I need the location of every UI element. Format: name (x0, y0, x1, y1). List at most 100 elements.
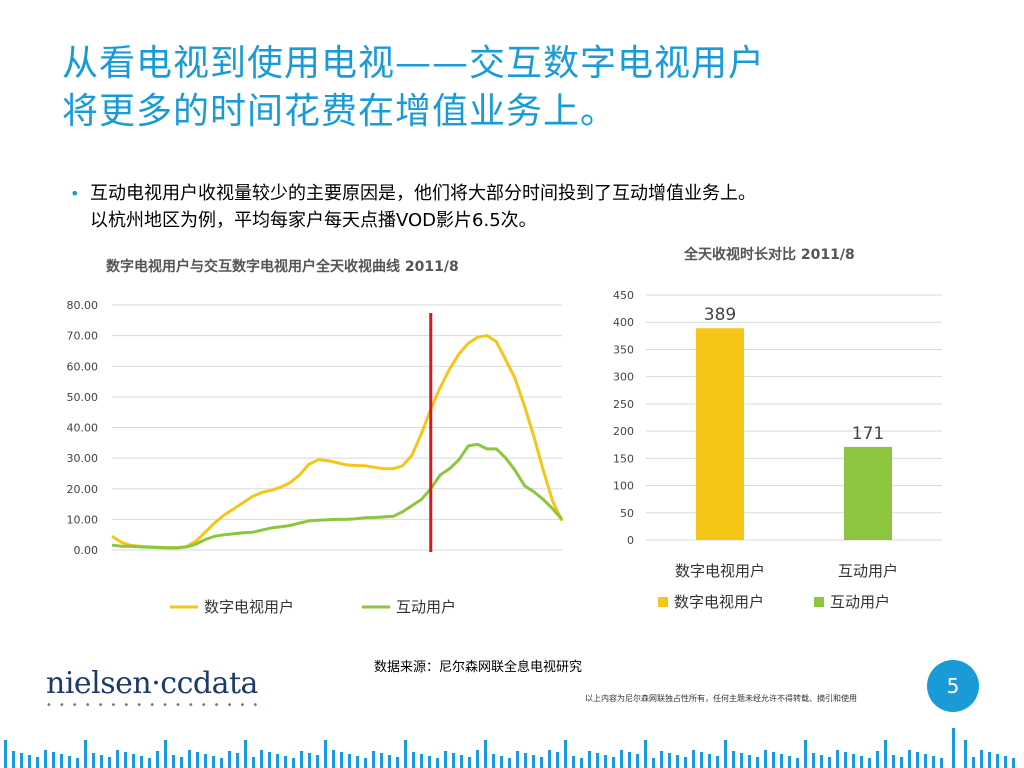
bottom-bar-tick (780, 754, 783, 768)
line-chart-title: 数字电视用户与交互数字电视用户全天收视曲线 2011/8 (106, 259, 459, 275)
bottom-bar-tick (412, 752, 415, 768)
bottom-bar-tick (420, 754, 423, 768)
bottom-bar-tick (372, 751, 375, 768)
bottom-bar-tick (860, 756, 863, 768)
bar-value-label: 389 (704, 305, 736, 325)
bottom-bar-tick (756, 757, 759, 768)
bottom-bar-tick (732, 751, 735, 768)
bar-chart-legend-label: 互动用户 (830, 593, 890, 611)
bullet-line-2: 以杭州地区为例，平均每家户每天点播VOD影片6.5次。 (90, 210, 537, 231)
bottom-bar-tick (700, 752, 703, 768)
bottom-bar-tick (60, 754, 63, 768)
line-chart-y-tick: 80.00 (67, 299, 99, 312)
bottom-bar-tick (292, 758, 295, 768)
bottom-bar-tick (284, 756, 287, 768)
bottom-bar-tick (932, 756, 935, 768)
bottom-bar-tick (676, 755, 679, 768)
bottom-bar-tick (20, 753, 23, 768)
bottom-bar-tick (716, 756, 719, 768)
bottom-bar-tick (796, 758, 799, 768)
bottom-bar-tick (356, 756, 359, 768)
bottom-bar-tick (1004, 756, 1007, 768)
bottom-bar-tick (380, 753, 383, 768)
bottom-bar-tick (924, 754, 927, 768)
bottom-bar-tick (396, 757, 399, 768)
bottom-bar-tick (820, 755, 823, 768)
bottom-bar-tick (908, 750, 911, 768)
logo-dots-decoration: ••••••••••••••••• (46, 700, 266, 711)
bar-chart-y-tick: 400 (613, 316, 634, 329)
line-chart-y-tick: 40.00 (67, 422, 99, 435)
bottom-bar-tick (116, 750, 119, 768)
bullet-line-1: 互动电视用户收视量较少的主要原因是，他们将大部分时间投到了互动增值业务上。 (90, 183, 756, 204)
bottom-bar-tick (556, 752, 559, 768)
bottom-bar-tick (644, 740, 647, 768)
bottom-bar-tick (748, 755, 751, 768)
bottom-bar-tick (500, 756, 503, 768)
bottom-bar-tick (468, 757, 471, 768)
bottom-bar-tick (788, 756, 791, 768)
bottom-bar-tick (988, 752, 991, 768)
bottom-bar-tick (868, 758, 871, 768)
line-chart: 0.00 10.00 20.00 30.00 40.00 50.00 60.00 70.00 8… (67, 299, 564, 616)
bottom-bar-tick (28, 755, 31, 768)
bar-chart-y-tick: 250 (613, 398, 634, 411)
bar-2 (844, 446, 892, 540)
nielsen-ccdata-logo: nielsen·ccdata (46, 666, 258, 701)
bottom-bar-tick (668, 753, 671, 768)
bottom-bar-tick (764, 750, 767, 768)
bottom-bar-tick (444, 751, 447, 768)
bottom-bar-tick (196, 752, 199, 768)
bottom-bar-tick (436, 758, 439, 768)
bar-category-label: 互动用户 (838, 562, 898, 580)
bottom-bar-tick (300, 751, 303, 768)
line-chart-y-tick: 70.00 (67, 330, 99, 343)
bottom-bar-tick (124, 752, 127, 768)
bar-chart-y-tick: 100 (613, 480, 634, 493)
bottom-bar-tick (660, 751, 663, 768)
bottom-bar-tick (636, 754, 639, 768)
bottom-bar-tick (52, 752, 55, 768)
bottom-bar-tick (388, 755, 391, 768)
bottom-bar-tick (276, 754, 279, 768)
bottom-bar-tick (964, 740, 967, 768)
page-number-badge: 5 (927, 660, 979, 712)
bottom-bar-tick (252, 757, 255, 768)
bottom-bar-tick (452, 753, 455, 768)
bottom-bar-tick (996, 754, 999, 768)
line-chart-y-tick: 20.00 (67, 483, 99, 496)
bottom-bar-tick (532, 755, 535, 768)
bottom-bar-tick (892, 755, 895, 768)
bottom-bar-tick (612, 757, 615, 768)
bottom-bar-tick (972, 757, 975, 768)
bottom-bar-tick (940, 758, 943, 768)
bar-chart-y-tick: 150 (613, 452, 634, 465)
bottom-bar-tick (164, 740, 167, 768)
bottom-bar-tick (516, 751, 519, 768)
bottom-bar-tick (692, 750, 695, 768)
bottom-bar-tick (828, 757, 831, 768)
bar-value-label: 171 (852, 424, 884, 444)
bottom-bar-tick (108, 757, 111, 768)
bottom-bar-tick (724, 740, 727, 768)
bottom-bar-tick (364, 758, 367, 768)
bottom-bar-tick (772, 752, 775, 768)
slide-title-line-2: 将更多的时间花费在增值业务上。 (62, 91, 618, 132)
bullet-point: • 互动电视用户收视量较少的主要原因是，他们将大部分时间投到了互动增值业务上。 … (70, 180, 970, 234)
bar-chart-y-tick: 0 (627, 534, 634, 547)
bottom-bar-tick (220, 758, 223, 768)
bottom-bar-tick (876, 751, 879, 768)
bottom-bar-tick (76, 758, 79, 768)
bottom-bar-tick (524, 753, 527, 768)
slide-title-line-1: 从看电视到使用电视——交互数字电视用户 (62, 43, 766, 84)
bottom-bar-tick (548, 750, 551, 768)
bottom-bar-tick (620, 750, 623, 768)
bottom-bar-tick (172, 755, 175, 768)
bottom-bar-tick (596, 753, 599, 768)
bar-chart-y-tick: 450 (613, 289, 634, 302)
bottom-bar-tick (4, 740, 7, 768)
bottom-bar-tick (260, 750, 263, 768)
bottom-bar-tick (572, 756, 575, 768)
bottom-bar-tick (492, 754, 495, 768)
bottom-bar-tick (140, 756, 143, 768)
